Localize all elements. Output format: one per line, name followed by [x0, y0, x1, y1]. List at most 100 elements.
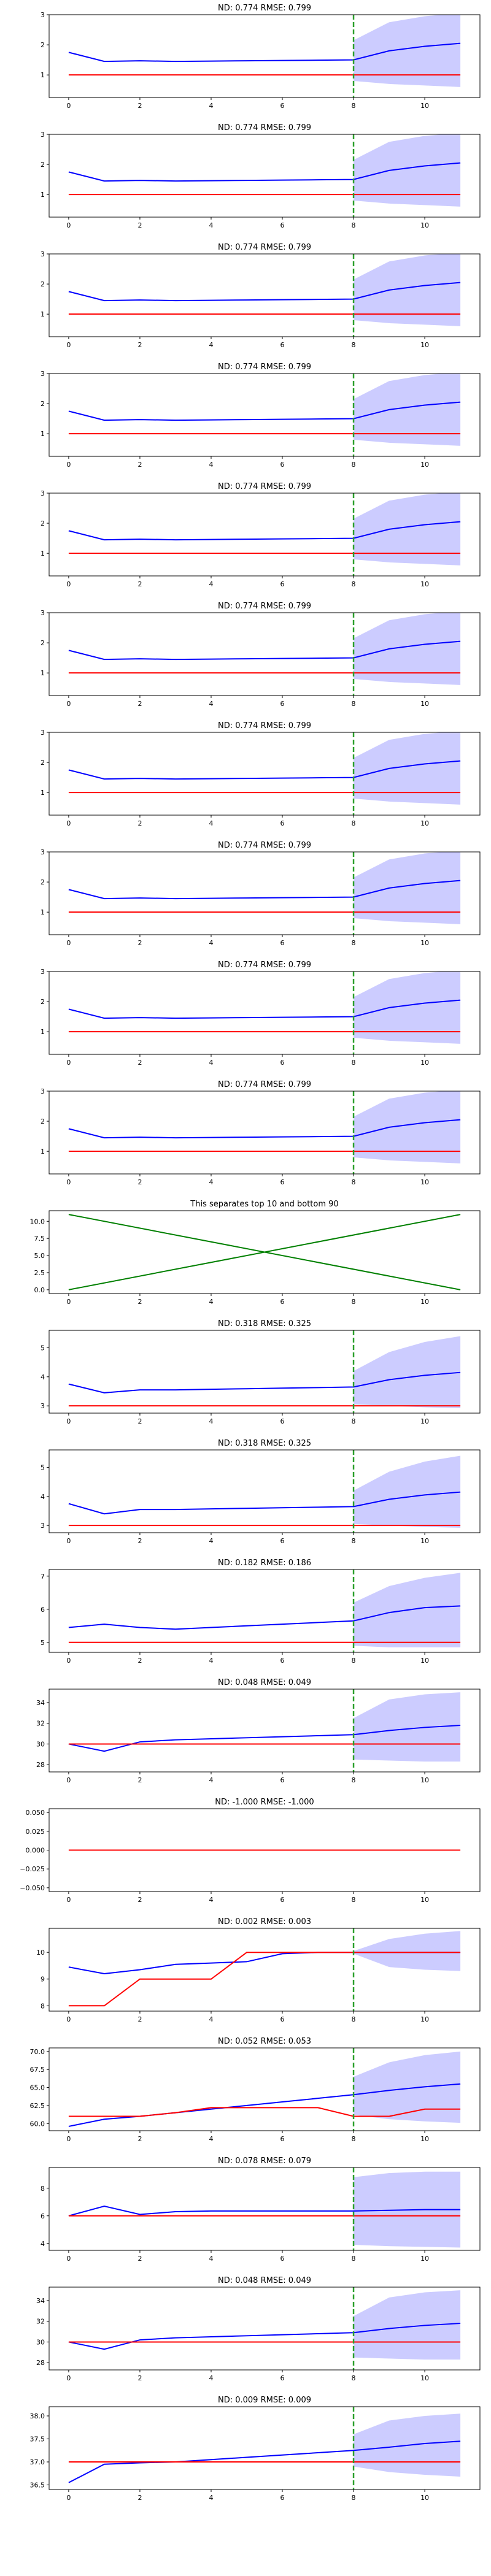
axes-frame — [48, 1091, 481, 1175]
x-tick-label: 0 — [66, 1298, 71, 1306]
y-tick-label: 4 — [41, 1373, 45, 1381]
x-tick-label: 4 — [209, 1059, 213, 1067]
y-tick-label: −0.050 — [20, 1884, 45, 1892]
y-tick-label: 1 — [41, 669, 45, 677]
x-tick-label: 10 — [420, 2494, 429, 2502]
y-tick-label: 3 — [41, 848, 45, 856]
x-tick-label: 8 — [352, 1059, 356, 1067]
axes-frame — [48, 134, 481, 218]
confidence-band — [354, 972, 461, 1044]
confidence-band — [354, 493, 461, 565]
x-tick-label: 6 — [280, 2135, 285, 2143]
x-tick-label: 4 — [209, 2494, 213, 2502]
x-tick-label: 0 — [66, 1776, 71, 1784]
chart-panel: ND: 0.002 RMSE: 0.003 0 2 4 6 8 10 8 9 10 — [36, 1917, 481, 2023]
x-tick-label: 10 — [420, 461, 429, 469]
y-tick-label: 6 — [41, 1606, 45, 1614]
x-tick-label: 4 — [209, 700, 213, 708]
y-tick-label: 1 — [41, 71, 45, 79]
x-tick-label: 6 — [280, 1059, 285, 1067]
x-tick-label: 8 — [352, 341, 356, 349]
chart-panel: ND: 0.182 RMSE: 0.186 0 2 4 6 8 10 5 6 7 — [41, 1558, 481, 1665]
x-tick-label: 2 — [137, 1298, 142, 1306]
plot-area — [68, 15, 461, 98]
x-tick-label: 10 — [420, 341, 429, 349]
y-tick-label: 36.5 — [30, 2482, 45, 2490]
chart-title: ND: 0.774 RMSE: 0.799 — [218, 960, 311, 970]
x-tick-label: 4 — [209, 102, 213, 110]
y-tick-label: 10.0 — [30, 1217, 45, 1225]
plot-area — [68, 852, 461, 935]
x-tick-label: 2 — [137, 1178, 142, 1186]
x-tick-label: 6 — [280, 700, 285, 708]
y-tick-label: 37.0 — [30, 2458, 45, 2466]
plot-area — [68, 2168, 461, 2250]
x-tick-label: 4 — [209, 1298, 213, 1306]
y-tick-label: 34 — [36, 1699, 45, 1707]
x-tick-label: 0 — [66, 102, 71, 110]
y-tick-label: 6 — [41, 2212, 45, 2220]
chart-title: ND: -1.000 RMSE: -1.000 — [215, 1798, 314, 1807]
x-tick-label: 2 — [137, 819, 142, 827]
confidence-band — [354, 2290, 461, 2360]
chart-title: ND: 0.182 RMSE: 0.186 — [218, 1558, 311, 1568]
x-tick-label: 2 — [137, 1896, 142, 1904]
y-tick-label: 3 — [41, 489, 45, 497]
plot-area — [68, 493, 461, 576]
y-tick-label: 62.5 — [30, 2102, 45, 2110]
x-tick-label: 8 — [352, 1896, 356, 1904]
y-tick-label: 1 — [41, 191, 45, 199]
plot-area — [68, 2407, 461, 2490]
x-tick-label: 0 — [66, 580, 71, 588]
x-tick-label: 2 — [137, 700, 142, 708]
y-tick-label: 9 — [41, 1976, 45, 1984]
prediction-line — [68, 1371, 461, 1393]
y-tick-label: 38.0 — [30, 2412, 45, 2420]
y-tick-label: 2 — [41, 759, 45, 767]
y-tick-label: 7.5 — [34, 1235, 45, 1243]
confidence-band — [354, 1692, 461, 1762]
y-tick-label: 2 — [41, 878, 45, 886]
x-tick-label: 0 — [66, 2015, 71, 2023]
x-tick-label: 10 — [420, 2374, 429, 2382]
x-tick-label: 8 — [352, 580, 356, 588]
chart-title: ND: 0.774 RMSE: 0.799 — [218, 362, 311, 372]
x-tick-label: 4 — [209, 2015, 213, 2023]
prediction-line — [68, 42, 461, 63]
x-tick-label: 4 — [209, 1178, 213, 1186]
y-tick-label: 1 — [41, 1148, 45, 1156]
x-tick-label: 2 — [137, 2255, 142, 2263]
x-tick-label: 8 — [352, 2135, 356, 2143]
axes-frame — [48, 1569, 481, 1653]
chart-panel: ND: 0.009 RMSE: 0.009 0 2 4 6 8 10 36.5 37.0 37.5… — [30, 2396, 481, 2502]
plot-area — [68, 1214, 461, 1290]
chart-title: ND: 0.318 RMSE: 0.325 — [218, 1319, 311, 1328]
y-tick-label: 2 — [41, 998, 45, 1006]
axes-frame — [48, 2167, 481, 2251]
x-tick-label: 6 — [280, 102, 285, 110]
chart-title: ND: 0.774 RMSE: 0.799 — [218, 602, 311, 611]
x-tick-label: 0 — [66, 341, 71, 349]
plot-area — [68, 1330, 461, 1413]
y-tick-label: 2 — [41, 639, 45, 647]
y-tick-label: 3 — [41, 609, 45, 617]
x-tick-label: 6 — [280, 939, 285, 947]
chart-title: ND: 0.774 RMSE: 0.799 — [218, 123, 311, 132]
x-tick-label: 4 — [209, 341, 213, 349]
y-tick-label: 0.0 — [34, 1286, 45, 1294]
x-tick-label: 4 — [209, 1657, 213, 1665]
x-tick-label: 8 — [352, 2015, 356, 2023]
chart-title: ND: 0.048 RMSE: 0.049 — [218, 1678, 311, 1687]
x-tick-label: 8 — [352, 700, 356, 708]
x-tick-label: 8 — [352, 461, 356, 469]
y-tick-label: 3 — [41, 1522, 45, 1530]
y-tick-label: 3 — [41, 11, 45, 19]
chart-title: ND: 0.774 RMSE: 0.799 — [218, 4, 311, 13]
x-tick-label: 4 — [209, 221, 213, 229]
